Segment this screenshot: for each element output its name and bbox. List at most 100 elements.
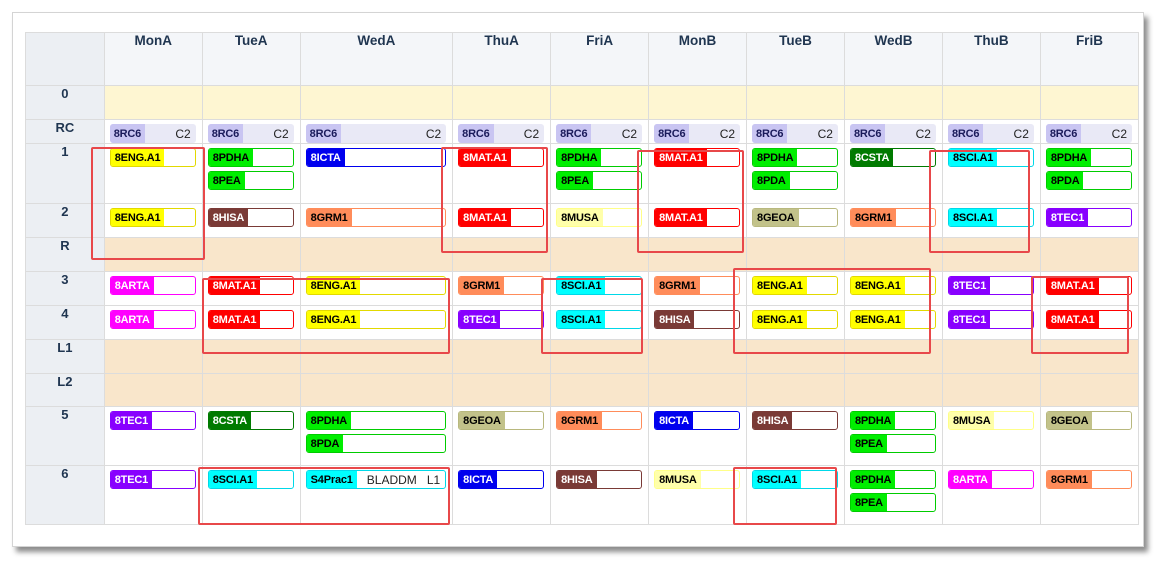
lesson-chip-8tec1[interactable]: 8TEC1 (109, 470, 196, 489)
timetable-cell[interactable]: 8RC6 C2 (201, 119, 301, 144)
timetable-cell[interactable]: 8RC6 C2 (941, 119, 1041, 144)
timetable-cell[interactable]: 8GEOA (746, 203, 845, 238)
roll-call-chip[interactable]: 8RC6 C2 (1045, 124, 1132, 143)
lesson-chip-8icta[interactable]: 8ICTA (458, 470, 545, 489)
lesson-chip-8grm1[interactable]: 8GRM1 (556, 411, 643, 430)
lesson-chip-8eng-a1[interactable]: 8ENG.A1 (109, 208, 196, 227)
roll-call-chip[interactable]: 8RC6 C2 (849, 124, 936, 143)
lesson-chip-8eng-a1[interactable]: 8ENG.A1 (849, 276, 936, 295)
timetable-cell[interactable]: 8MAT.A1 (201, 305, 301, 340)
lesson-chip-8tec1[interactable]: 8TEC1 (1045, 208, 1132, 227)
timetable-cell[interactable] (299, 85, 454, 120)
lesson-chip-8mat-a1[interactable]: 8MAT.A1 (458, 208, 545, 227)
timetable-cell[interactable]: 8PDHA 8PEA (201, 143, 301, 204)
timetable-cell[interactable] (103, 339, 203, 374)
timetable-cell[interactable]: 8TEC1 (1039, 203, 1140, 238)
timetable-cell[interactable] (941, 339, 1041, 374)
timetable-cell[interactable] (103, 85, 203, 120)
timetable-cell[interactable] (103, 373, 203, 407)
roll-call-chip[interactable]: 8RC6 C2 (207, 124, 294, 143)
timetable-cell[interactable]: 8MUSA (648, 465, 748, 525)
timetable-cell[interactable]: 8HISA (648, 305, 748, 340)
timetable-cell[interactable] (1039, 339, 1140, 374)
timetable-cell[interactable]: 8SCI.A1 (941, 143, 1041, 204)
timetable-cell[interactable]: 8PDHA 8PDA (1039, 143, 1140, 204)
lesson-chip-8pda[interactable]: 8PDA (752, 171, 838, 190)
lesson-chip-s4prac1[interactable]: S4Prac1 BLADDM L1 (305, 470, 447, 489)
lesson-chip-8arta[interactable]: 8ARTA (109, 276, 196, 295)
timetable-cell[interactable]: 8MAT.A1 (452, 143, 552, 204)
lesson-chip-8pea[interactable]: 8PEA (556, 171, 643, 190)
timetable-cell[interactable]: 8PDHA 8PDA (746, 143, 845, 204)
timetable-cell[interactable] (648, 339, 748, 374)
timetable-cell[interactable]: 8SCI.A1 (550, 271, 650, 306)
timetable-cell[interactable]: 8MUSA (550, 203, 650, 238)
timetable-cell[interactable]: 8ICTA (452, 465, 552, 525)
timetable-cell[interactable]: 8ENG.A1 (746, 305, 845, 340)
timetable-cell[interactable]: 8MAT.A1 (1039, 271, 1140, 306)
lesson-chip-8icta[interactable]: 8ICTA (654, 411, 741, 430)
lesson-chip-8hisa[interactable]: 8HISA (752, 411, 838, 430)
timetable-cell[interactable]: 8ENG.A1 (746, 271, 845, 306)
timetable-cell[interactable]: 8MAT.A1 (201, 271, 301, 306)
lesson-chip-8mat-a1[interactable]: 8MAT.A1 (207, 276, 294, 295)
timetable-cell[interactable] (843, 339, 943, 374)
lesson-chip-8pea[interactable]: 8PEA (849, 493, 936, 512)
roll-call-chip[interactable]: 8RC6 C2 (556, 124, 643, 143)
timetable-cell[interactable] (299, 339, 454, 374)
timetable-cell[interactable] (299, 373, 454, 407)
lesson-chip-8geoa[interactable]: 8GEOA (458, 411, 545, 430)
timetable-cell[interactable] (746, 237, 845, 272)
timetable-cell[interactable] (843, 373, 943, 407)
lesson-chip-8eng-a1[interactable]: 8ENG.A1 (109, 148, 196, 167)
timetable-cell[interactable]: 8TEC1 (103, 406, 203, 466)
lesson-chip-8tec1[interactable]: 8TEC1 (109, 411, 196, 430)
lesson-chip-8tec1[interactable]: 8TEC1 (947, 276, 1034, 295)
timetable-cell[interactable]: 8ENG.A1 (843, 271, 943, 306)
timetable-cell[interactable] (452, 237, 552, 272)
timetable-cell[interactable] (452, 373, 552, 407)
timetable-cell[interactable]: S4Prac1 BLADDM L1 (299, 465, 454, 525)
timetable-cell[interactable]: 8SCI.A1 (550, 305, 650, 340)
lesson-chip-8sci-a1[interactable]: 8SCI.A1 (947, 208, 1034, 227)
lesson-chip-8mat-a1[interactable]: 8MAT.A1 (1045, 310, 1132, 329)
timetable-cell[interactable] (941, 85, 1041, 120)
timetable-cell[interactable]: 8GRM1 (1039, 465, 1140, 525)
timetable-cell[interactable]: 8ENG.A1 (103, 203, 203, 238)
timetable-cell[interactable]: 8RC6 C2 (550, 119, 650, 144)
timetable-cell[interactable] (648, 237, 748, 272)
roll-call-chip[interactable]: 8RC6 C2 (654, 124, 741, 143)
timetable-cell[interactable] (648, 373, 748, 407)
lesson-chip-8geoa[interactable]: 8GEOA (1045, 411, 1132, 430)
timetable-cell[interactable] (201, 237, 301, 272)
timetable-cell[interactable] (843, 85, 943, 120)
lesson-chip-8tec1[interactable]: 8TEC1 (947, 310, 1034, 329)
timetable-cell[interactable]: 8TEC1 (941, 271, 1041, 306)
timetable-cell[interactable]: 8ENG.A1 (103, 143, 203, 204)
lesson-chip-8pdha[interactable]: 8PDHA (752, 148, 838, 167)
timetable-cell[interactable] (550, 339, 650, 374)
timetable-cell[interactable]: 8SCI.A1 (941, 203, 1041, 238)
lesson-chip-8arta[interactable]: 8ARTA (947, 470, 1034, 489)
timetable-cell[interactable]: 8ICTA (648, 406, 748, 466)
timetable-cell[interactable] (452, 85, 552, 120)
timetable-cell[interactable]: 8GEOA (452, 406, 552, 466)
timetable-cell[interactable]: 8ARTA (941, 465, 1041, 525)
lesson-chip-8mat-a1[interactable]: 8MAT.A1 (207, 310, 294, 329)
timetable-cell[interactable] (941, 237, 1041, 272)
lesson-chip-8pda[interactable]: 8PDA (305, 434, 447, 453)
lesson-chip-8eng-a1[interactable]: 8ENG.A1 (752, 276, 838, 295)
timetable-cell[interactable]: 8RC6 C2 (299, 119, 454, 144)
timetable-cell[interactable] (746, 373, 845, 407)
timetable-cell[interactable]: 8MAT.A1 (1039, 305, 1140, 340)
timetable-cell[interactable] (1039, 237, 1140, 272)
timetable-cell[interactable]: 8SCI.A1 (201, 465, 301, 525)
lesson-chip-8mat-a1[interactable]: 8MAT.A1 (654, 208, 741, 227)
timetable-cell[interactable]: 8PDHA 8PEA (843, 465, 943, 525)
lesson-chip-8hisa[interactable]: 8HISA (556, 470, 643, 489)
lesson-chip-8sci-a1[interactable]: 8SCI.A1 (556, 310, 643, 329)
lesson-chip-8pdha[interactable]: 8PDHA (849, 470, 936, 489)
timetable-cell[interactable]: 8TEC1 (452, 305, 552, 340)
timetable-cell[interactable]: 8RC6 C2 (452, 119, 552, 144)
lesson-chip-8icta[interactable]: 8ICTA (305, 148, 447, 167)
